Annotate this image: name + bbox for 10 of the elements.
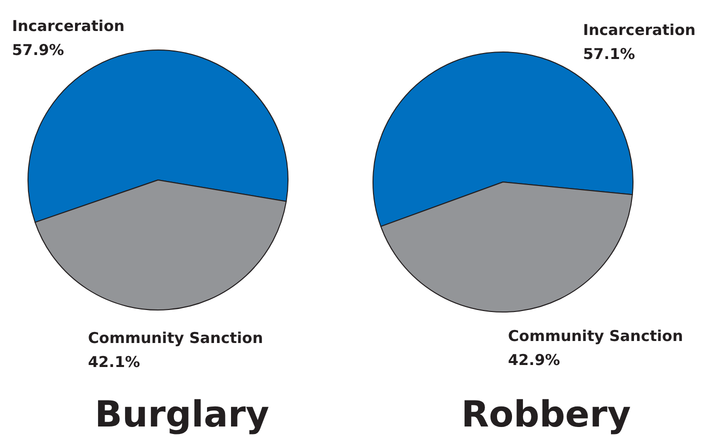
data-label: 57.9% <box>12 41 64 59</box>
data-label: 42.1% <box>88 353 140 371</box>
slice-label: Community Sanction <box>508 327 684 345</box>
slice-label: Community Sanction <box>88 329 264 347</box>
data-label: 57.1% <box>583 45 636 63</box>
text: Burglary <box>94 394 270 436</box>
text: Robbery <box>461 394 631 436</box>
slice-label: Incarceration <box>583 21 696 39</box>
data-label: 42.9% <box>508 351 560 369</box>
slice-label: Incarceration <box>12 17 125 35</box>
